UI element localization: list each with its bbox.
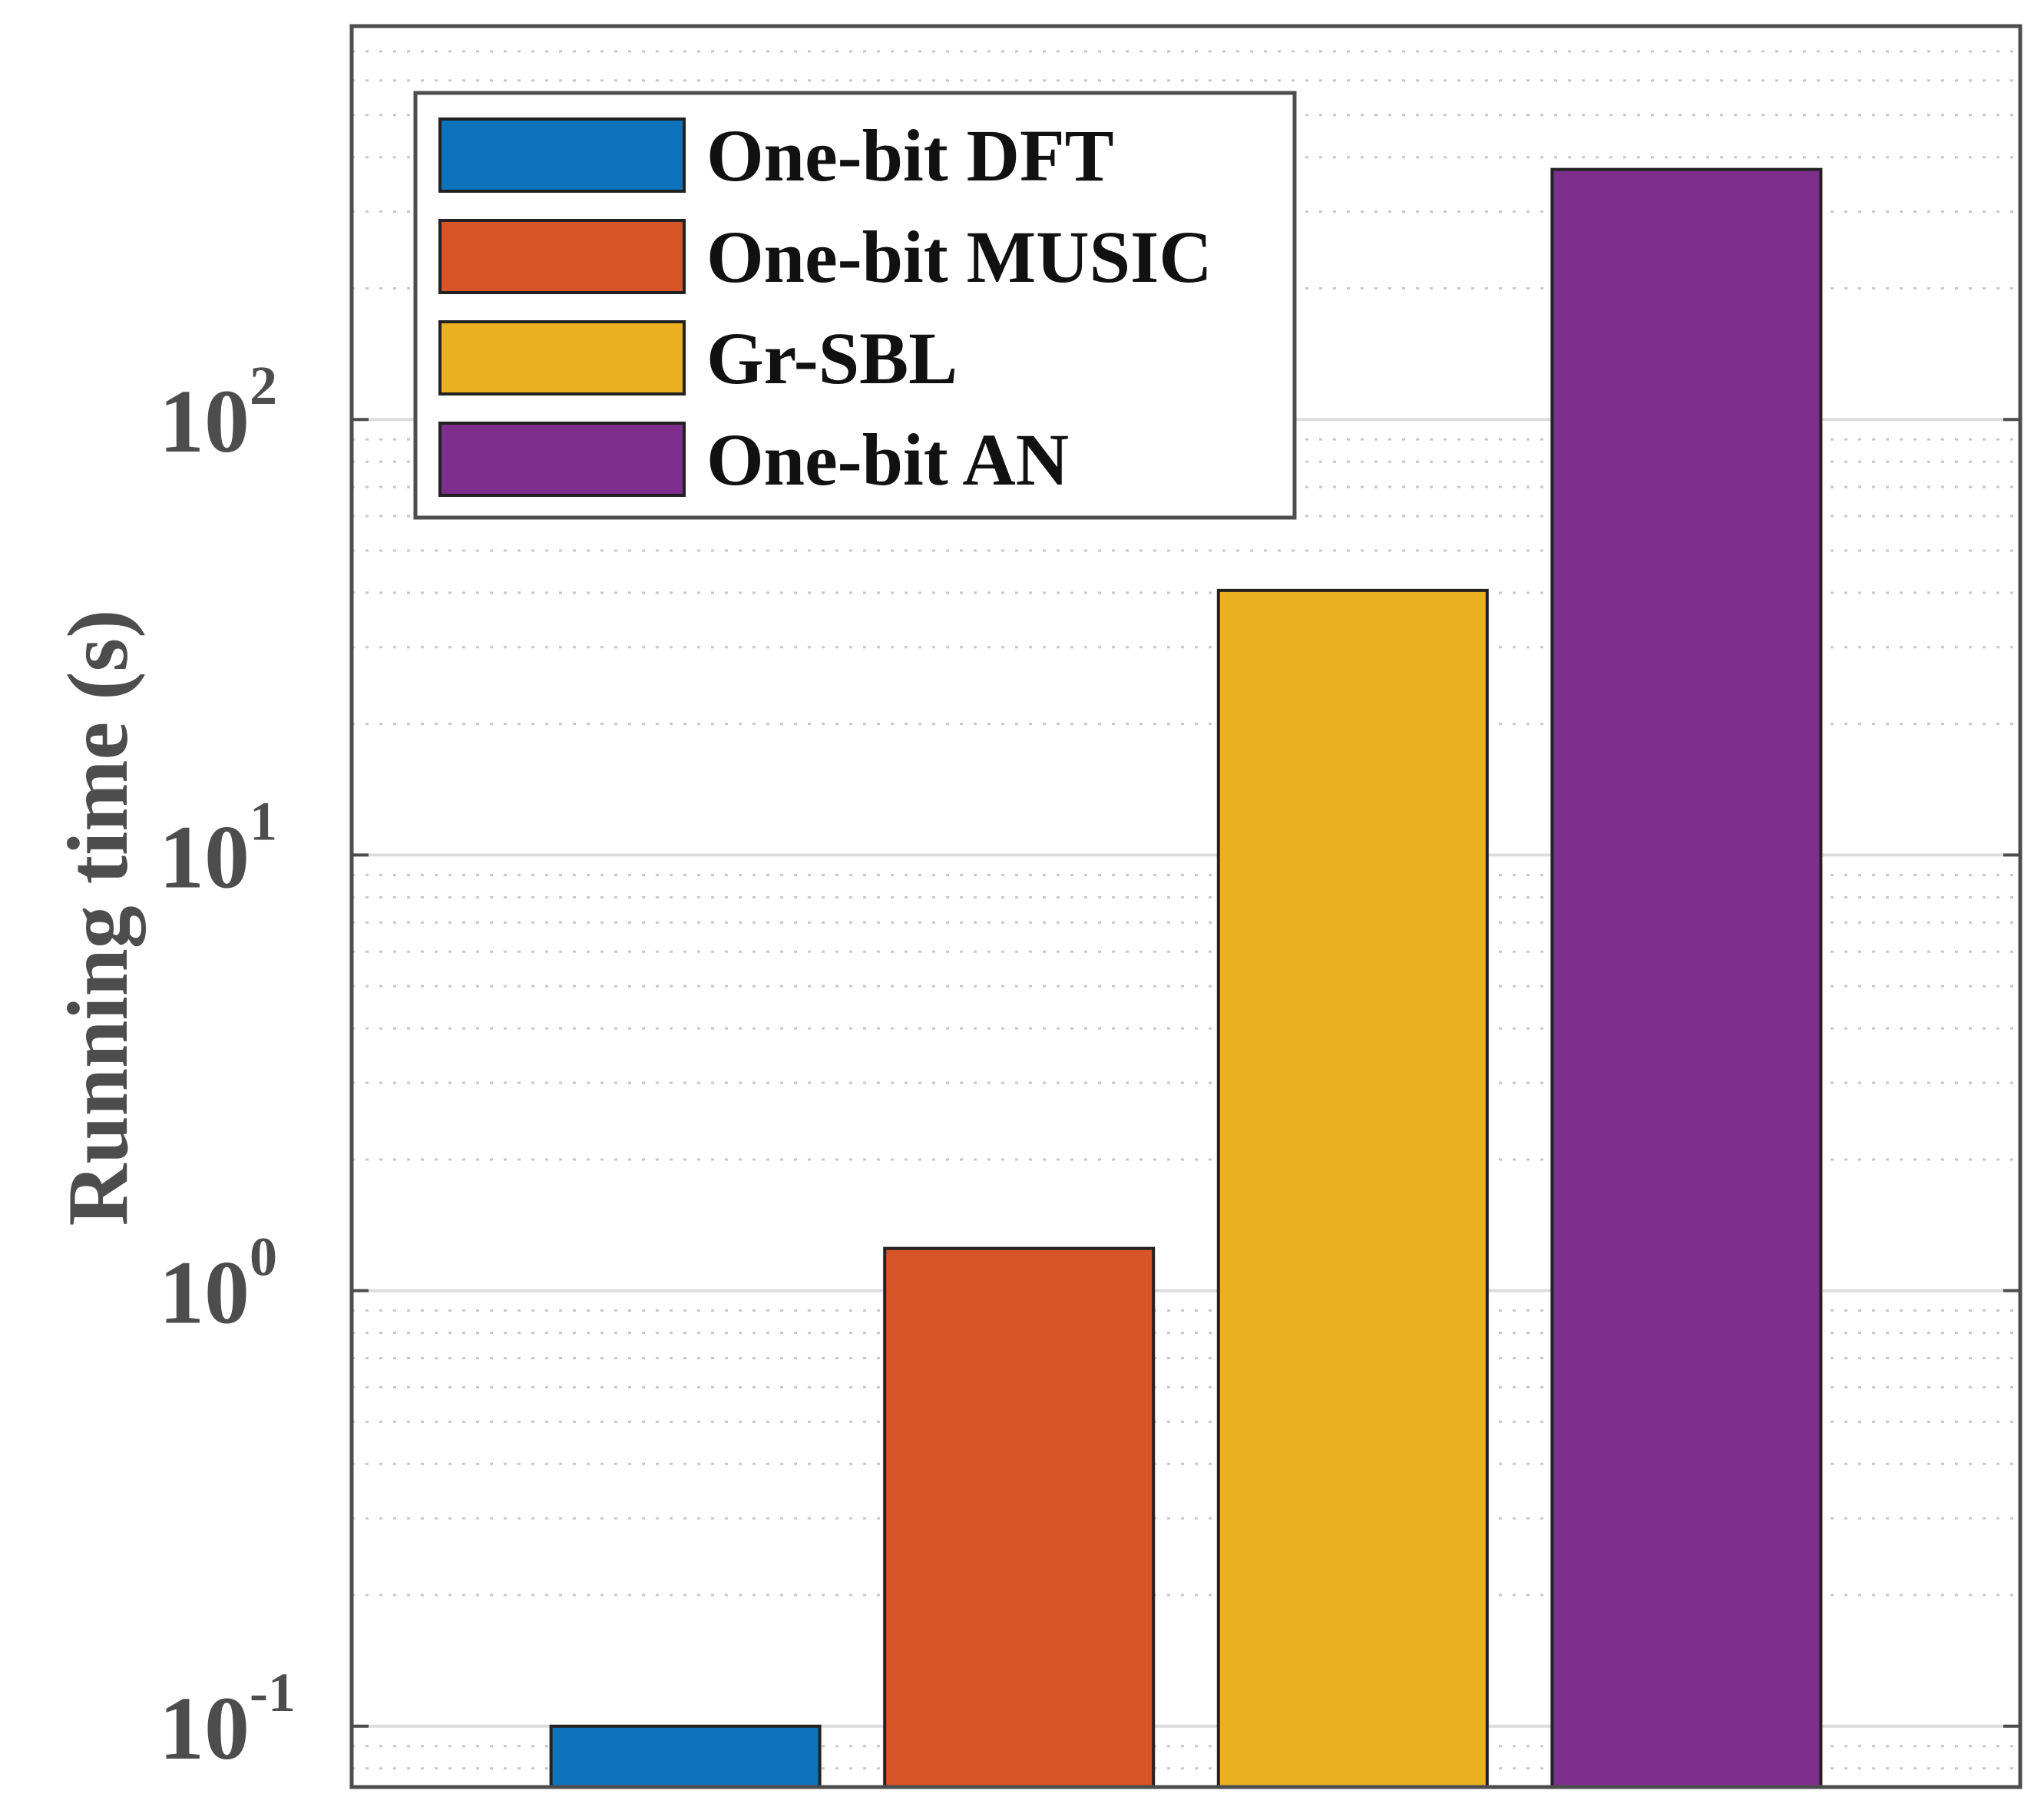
legend: One-bit DFT One-bit MUSIC Gr-SBL One-bit AN (413, 91, 1297, 520)
legend-swatch (438, 422, 686, 497)
legend-swatch (438, 320, 686, 395)
y-tick-exponent: 1 (250, 790, 277, 852)
y-tick-label: 10 -1 (159, 1662, 296, 1779)
y-axis-label: Running time (s) (51, 610, 146, 1226)
bar-layer (549, 167, 1823, 1789)
y-tick-label: 10 0 (159, 1226, 277, 1343)
bar-one-bit-music (883, 1246, 1156, 1789)
y-tick-base: 10 (159, 1678, 250, 1779)
bar-one-bit-an (1550, 167, 1823, 1789)
y-axis-label-group: Running time (s) (51, 610, 146, 1226)
y-tick-base: 10 (159, 1243, 250, 1343)
legend-label: One-bit AN (706, 419, 1069, 501)
y-tick-base: 10 (159, 371, 250, 472)
y-tick-exponent: -1 (250, 1662, 296, 1723)
y-tick-exponent: 0 (250, 1226, 277, 1288)
y-tick-exponent: 2 (250, 355, 277, 416)
legend-label: One-bit MUSIC (706, 216, 1212, 298)
legend-label: One-bit DFT (706, 114, 1114, 197)
legend-swatch (438, 117, 686, 193)
bar-one-bit-dft (549, 1724, 822, 1789)
plot-frame (349, 24, 2023, 1789)
bar-gr-sbl (1216, 588, 1489, 1789)
legend-swatch (438, 219, 686, 294)
y-tick-base: 10 (159, 806, 250, 907)
y-tick-label: 10 2 (159, 355, 277, 472)
y-tick-label: 10 1 (159, 790, 277, 907)
legend-label: Gr-SBL (706, 317, 958, 399)
